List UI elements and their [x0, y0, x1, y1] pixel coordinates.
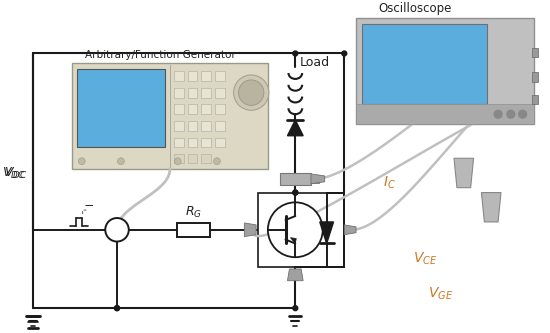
- Text: Arbitrary/Function Generator: Arbitrary/Function Generator: [85, 50, 235, 60]
- Text: Load: Load: [300, 56, 331, 69]
- Bar: [532, 48, 538, 57]
- Bar: [77, 69, 165, 148]
- Polygon shape: [481, 192, 501, 222]
- Bar: [215, 88, 225, 98]
- Text: $V_{GE}$: $V_{GE}$: [427, 285, 453, 302]
- Circle shape: [114, 306, 119, 311]
- Bar: [201, 71, 211, 81]
- Circle shape: [293, 51, 298, 56]
- Bar: [215, 71, 225, 81]
- Polygon shape: [344, 225, 356, 235]
- Bar: [174, 138, 184, 148]
- Bar: [215, 121, 225, 131]
- Polygon shape: [244, 223, 256, 237]
- Bar: [174, 104, 184, 114]
- Bar: [356, 104, 535, 124]
- Circle shape: [105, 218, 129, 241]
- Bar: [201, 88, 211, 98]
- Polygon shape: [320, 222, 333, 243]
- Bar: [215, 138, 225, 148]
- Bar: [201, 121, 211, 131]
- Text: $I_C$: $I_C$: [383, 174, 397, 191]
- Text: $V_{DC}$: $V_{DC}$: [3, 166, 27, 180]
- Polygon shape: [311, 174, 324, 184]
- Bar: [362, 24, 487, 104]
- Bar: [258, 192, 344, 267]
- Circle shape: [293, 190, 298, 195]
- Circle shape: [234, 75, 269, 110]
- Bar: [174, 155, 184, 163]
- Bar: [188, 121, 197, 131]
- Circle shape: [239, 80, 264, 105]
- Polygon shape: [288, 120, 303, 136]
- Circle shape: [78, 158, 85, 165]
- Bar: [188, 104, 197, 114]
- Text: $V_{DC}$: $V_{DC}$: [2, 166, 25, 180]
- Bar: [174, 121, 184, 131]
- Bar: [72, 63, 268, 169]
- Bar: [188, 155, 197, 163]
- Circle shape: [519, 110, 526, 118]
- Bar: [201, 104, 211, 114]
- Circle shape: [494, 110, 502, 118]
- Bar: [174, 88, 184, 98]
- Bar: [356, 18, 535, 124]
- Text: ⌌‾: ⌌‾: [78, 206, 93, 219]
- Circle shape: [174, 158, 181, 165]
- Bar: [279, 173, 311, 185]
- Bar: [177, 223, 210, 237]
- Circle shape: [507, 110, 515, 118]
- Bar: [532, 95, 538, 104]
- Text: $V_{CE}$: $V_{CE}$: [413, 251, 437, 267]
- Circle shape: [293, 190, 298, 195]
- Bar: [188, 71, 197, 81]
- Bar: [201, 155, 211, 163]
- Bar: [174, 71, 184, 81]
- Bar: [188, 88, 197, 98]
- Circle shape: [213, 158, 221, 165]
- Bar: [215, 104, 225, 114]
- Circle shape: [268, 202, 323, 257]
- Circle shape: [342, 51, 346, 56]
- Bar: [188, 138, 197, 148]
- Circle shape: [114, 306, 119, 311]
- Polygon shape: [290, 238, 296, 243]
- Bar: [532, 72, 538, 82]
- Text: $R_G$: $R_G$: [185, 205, 202, 220]
- Circle shape: [293, 306, 298, 311]
- Text: Oscilloscope: Oscilloscope: [378, 2, 452, 15]
- Polygon shape: [454, 158, 474, 188]
- Bar: [311, 175, 319, 183]
- Circle shape: [118, 158, 124, 165]
- Bar: [201, 138, 211, 148]
- Polygon shape: [288, 269, 303, 281]
